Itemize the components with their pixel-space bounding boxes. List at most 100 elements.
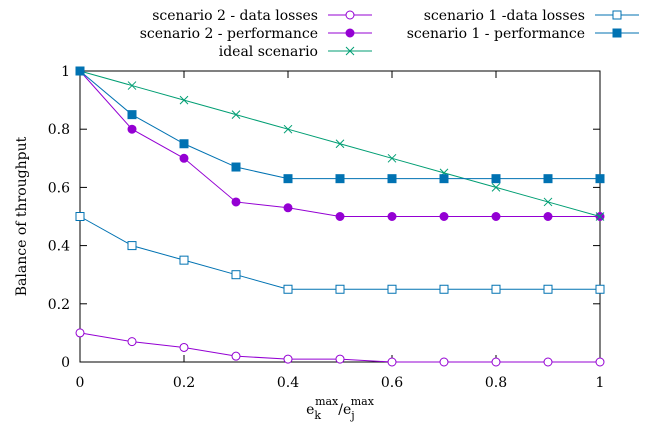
data-point [387,174,397,184]
x-label-sup-k: max [315,395,339,408]
data-point [179,139,189,149]
data-point [335,212,345,221]
data-point [543,174,553,184]
x-label-sub-k: k [314,409,321,422]
data-point-stroke [595,212,605,221]
data-point [127,241,137,251]
y-axis-label: Balance of throughput [14,136,30,296]
y-tick-label: 0.8 [48,122,70,138]
data-point [335,354,345,364]
data-point [335,174,345,184]
legend-marker-stroke [345,46,355,56]
data-point [387,357,397,367]
data-point [283,174,293,184]
legend-label: ideal scenario [219,44,318,60]
legend-item: ideal scenario [219,44,372,60]
data-point [543,197,553,207]
legend-item: scenario 2 - performance [140,26,372,42]
data-point-stroke [543,197,553,207]
data-point [491,284,501,294]
data-point [231,162,241,172]
series-line [79,70,600,180]
x-tick-label: 0.2 [173,375,195,391]
data-point [543,357,553,367]
data-point [335,284,345,294]
data-point [179,342,189,352]
legend-label: scenario 1 -data losses [424,8,585,24]
data-point [127,81,137,90]
data-point [387,153,397,163]
data-point [439,284,449,294]
legend-label: scenario 2 - data losses [152,8,318,24]
data-point-stroke [179,95,189,105]
series-layer [75,66,605,367]
legend-marker [345,28,355,38]
y-tick-label: 1 [61,64,70,80]
x-tick-label: 0.4 [277,375,299,391]
data-point [439,212,449,221]
data-point [127,124,137,134]
data-point [335,139,345,149]
data-point [387,284,397,294]
legend-marker [345,46,355,56]
legend-item: scenario 1 - performance [407,26,639,42]
data-point [179,153,189,163]
data-point [75,212,85,221]
data-point [127,337,137,347]
axis-ticks: 0 0.2 0.4 0.6 0.8 1 0 0.2 0.4 0.6 0.8 1 [48,64,605,391]
series-4 [75,212,605,294]
data-point-stroke [491,183,501,192]
x-label-sup-j: max [351,395,375,408]
data-point [75,328,85,338]
legend-marker [612,28,622,38]
data-point [127,110,137,120]
data-point [595,212,605,221]
data-point [543,284,553,294]
x-tick-label: 1 [596,375,605,391]
data-point [491,212,501,221]
data-point [179,95,189,105]
series-5 [75,66,605,184]
legend-item: scenario 1 -data losses [424,8,639,24]
data-point [283,284,293,294]
x-tick-label: 0.6 [381,375,403,391]
data-point [179,255,189,265]
data-point-stroke [231,110,241,120]
legend-label: scenario 1 - performance [407,26,585,42]
data-point [75,66,85,76]
y-tick-label: 0.6 [48,180,70,196]
x-label-sub-j: j [349,409,354,422]
data-point-stroke [127,81,137,90]
legend-item: scenario 2 - data losses [152,8,372,24]
y-tick-label: 0.4 [48,239,70,255]
data-point [231,351,241,361]
data-point-stroke [335,139,345,149]
data-point [491,357,501,367]
data-point [491,174,501,184]
data-point [283,203,293,213]
data-point [595,174,605,184]
data-point [439,357,449,367]
data-point-stroke [387,153,397,163]
series-3 [75,66,605,221]
x-tick-label: 0.8 [485,375,507,391]
legend-marker [612,10,622,20]
data-point [439,174,449,184]
data-point-stroke [283,124,293,134]
x-tick-label: 0 [76,375,85,391]
data-point [231,270,241,280]
x-label-base-k: e [306,402,314,418]
data-point [543,212,553,221]
data-point [231,197,241,207]
legend-marker [345,10,355,20]
data-point [595,357,605,367]
legend: scenario 2 - data losses scenario 2 - per… [140,8,639,60]
x-axis-label: ekmax/ejmax [306,395,375,422]
data-point [595,284,605,294]
data-point [231,110,241,120]
data-point [283,124,293,134]
series-line [79,216,600,290]
data-point [283,354,293,364]
data-point [491,183,501,192]
